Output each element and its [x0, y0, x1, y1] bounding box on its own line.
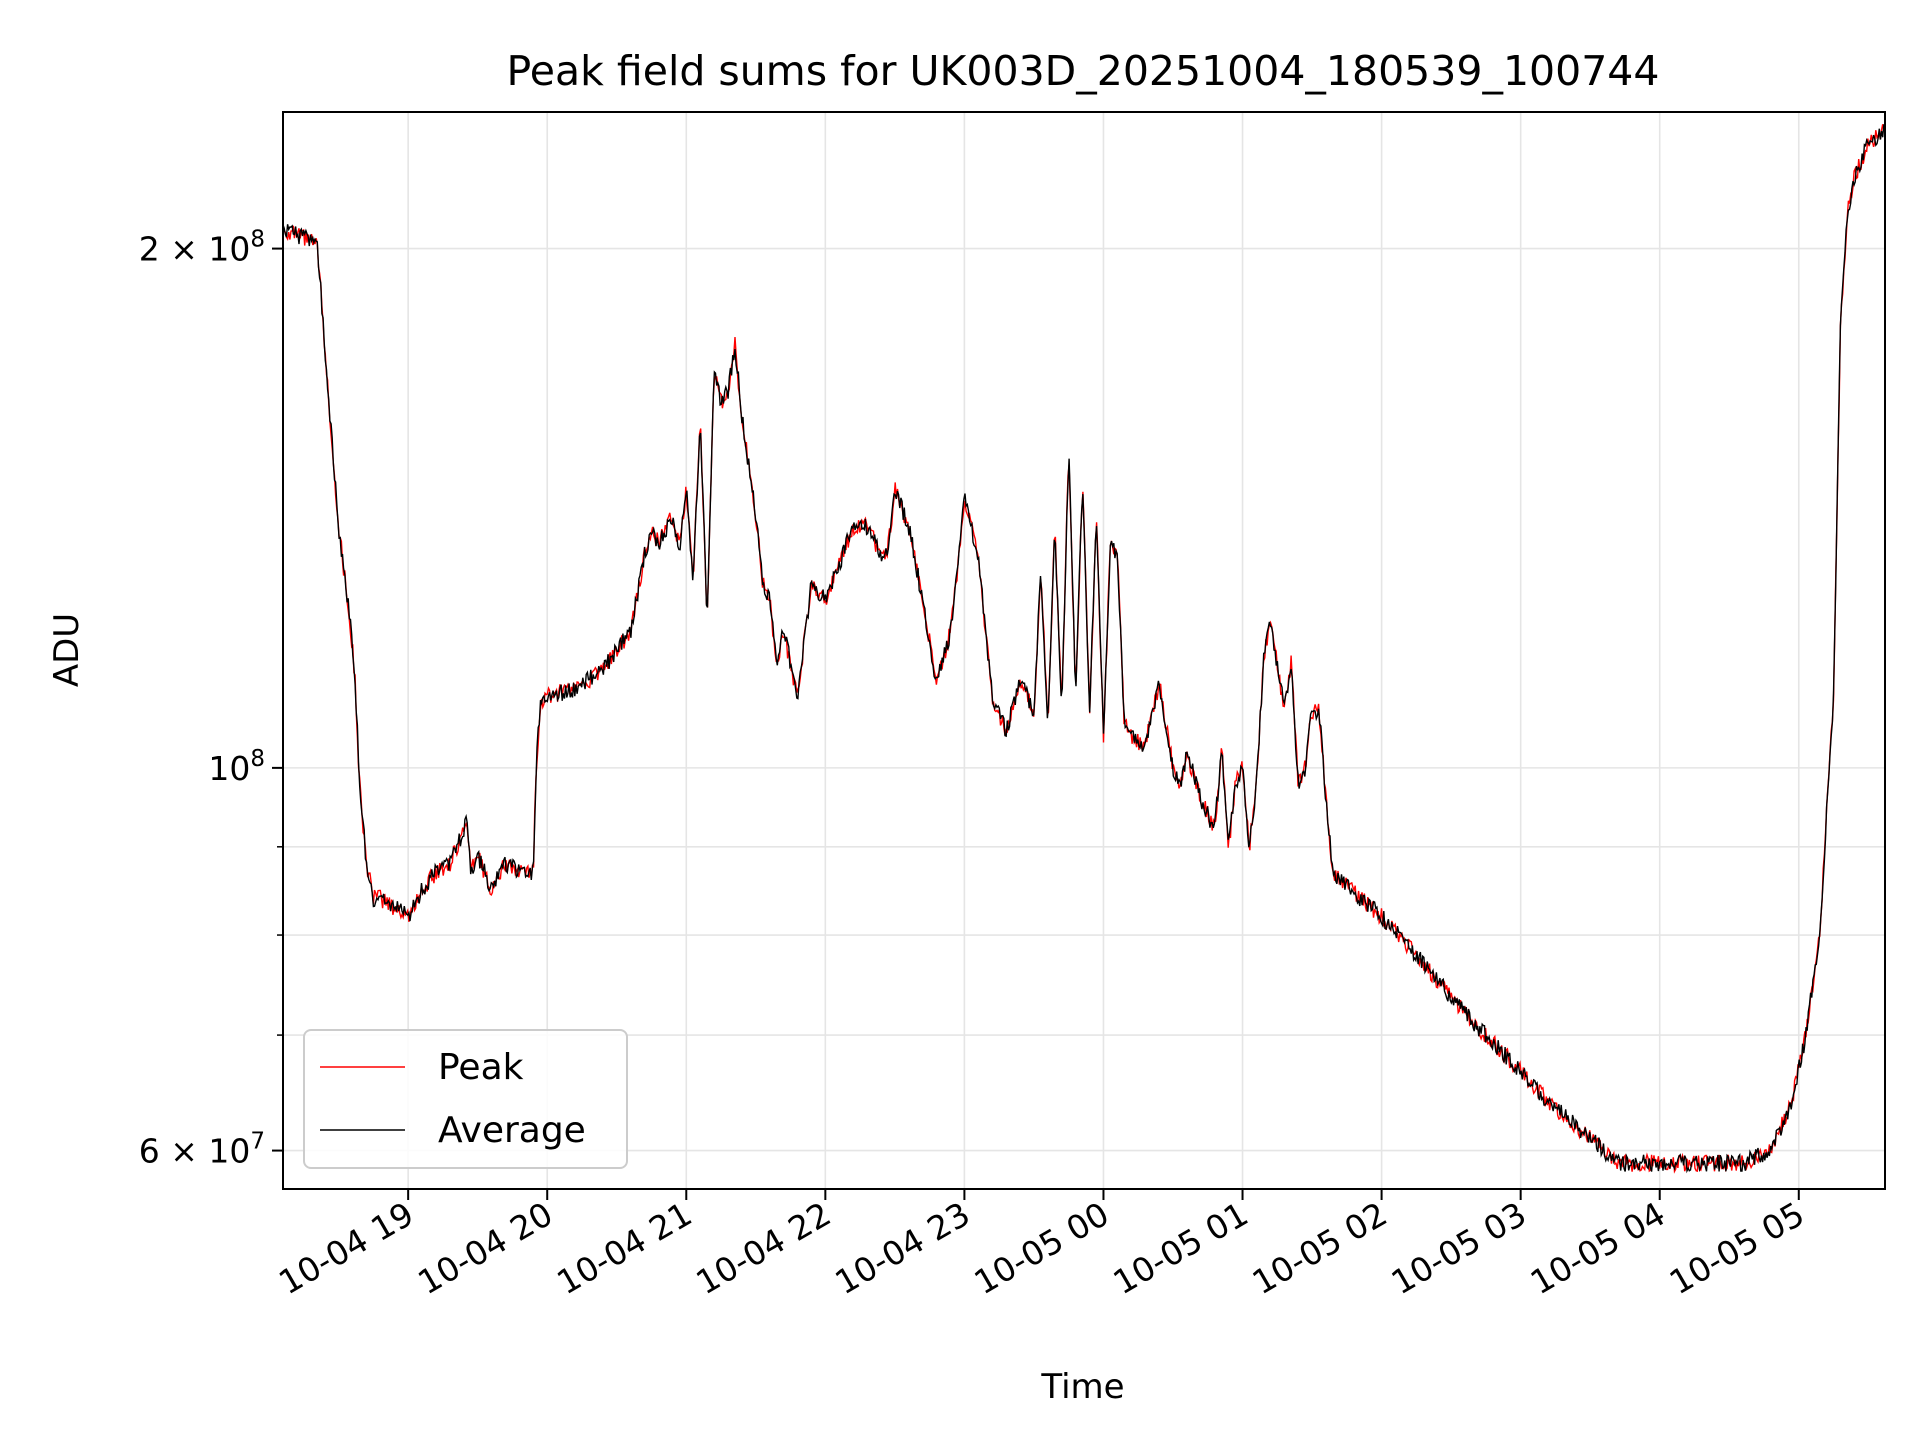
y-tick-base: 6 × 10 [139, 1132, 251, 1171]
legend-box [303, 1029, 628, 1169]
series-layer [283, 121, 1885, 1174]
x-axis-label: Time [1040, 1367, 1124, 1407]
grid [283, 112, 1885, 1189]
chart-title: Peak field sums for UK003D_20251004_1805… [507, 47, 1660, 95]
y-tick-label: 2 × 108 [139, 227, 265, 269]
y-tick-base: 10 [208, 749, 250, 788]
legend-peak-label: Peak [438, 1047, 524, 1088]
y-tick-label: 108 [208, 746, 265, 788]
legend: Peak Average [303, 1029, 628, 1169]
y-tick-label: 6 × 107 [139, 1129, 265, 1171]
y-tick-exponent: 7 [250, 1129, 265, 1155]
plot-area-frame [282, 111, 1886, 1190]
y-tick-exponent: 8 [250, 746, 265, 772]
y-tick-exponent: 8 [250, 227, 265, 253]
legend-average-label: Average [438, 1110, 586, 1151]
y-tick-base: 2 × 10 [139, 230, 251, 269]
series-average-line [283, 124, 1885, 1174]
y-axis-label: ADU [47, 613, 87, 687]
